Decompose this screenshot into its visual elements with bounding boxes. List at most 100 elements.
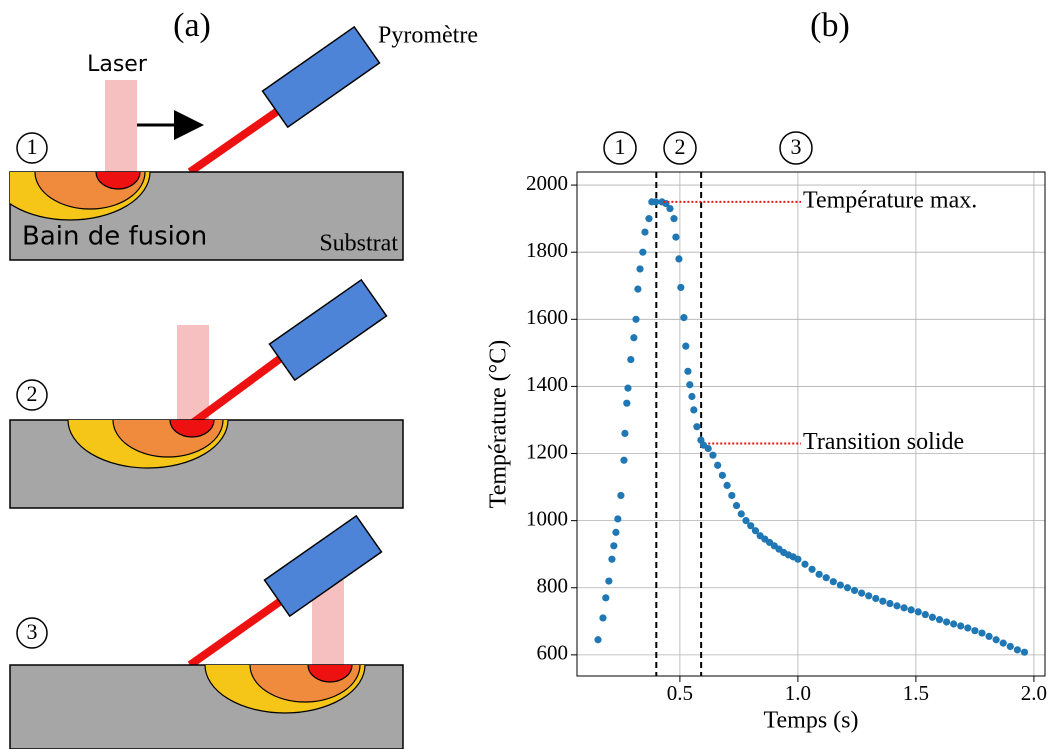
diagram: (a) Laser Pyromètre Bain de fusion Subst… <box>9 7 478 749</box>
data-point <box>704 444 712 453</box>
pyrometer <box>263 514 383 618</box>
data-point <box>737 510 745 518</box>
data-point <box>815 570 823 578</box>
data-point <box>921 610 929 619</box>
phase-label: 3 <box>791 134 802 159</box>
phase-label: 2 <box>675 134 686 159</box>
data-point <box>602 594 610 602</box>
data-point <box>599 614 607 622</box>
phase-circle <box>603 131 637 165</box>
x-tick-label: 2.0 <box>1021 681 1047 705</box>
phase-circle <box>779 131 813 165</box>
data-point <box>1020 648 1029 656</box>
data-point <box>632 315 640 323</box>
data-point <box>836 581 844 589</box>
data-point <box>688 392 696 401</box>
step-label: 1 <box>27 134 38 159</box>
step-label: 2 <box>27 381 38 406</box>
step-label: 3 <box>27 619 38 644</box>
pyrometer <box>268 278 388 382</box>
data-point <box>612 528 620 536</box>
pyrometer-beam <box>187 104 285 176</box>
chart: (b) Temps (s) Température (°C) 0.5 1.0 1.5… <box>486 7 1048 734</box>
data-point <box>1013 646 1021 654</box>
data-point <box>950 620 958 628</box>
melt-pool-label: Bain de fusion <box>22 222 207 252</box>
data-point <box>666 204 674 213</box>
data-point <box>872 594 880 603</box>
data-point <box>978 629 986 637</box>
data-point <box>850 586 859 595</box>
data-point <box>732 501 741 510</box>
data-point <box>682 342 690 350</box>
data-point <box>964 624 972 632</box>
step-circle <box>16 379 48 411</box>
data-point <box>829 578 837 586</box>
data-point <box>627 355 635 364</box>
y-tick-label: 1600 <box>526 305 568 329</box>
data-point <box>620 456 628 464</box>
data-point <box>822 574 830 582</box>
data-point <box>617 491 625 500</box>
data-point <box>865 592 873 600</box>
data-point <box>935 616 944 624</box>
data-point <box>879 597 887 605</box>
data-point <box>680 314 688 322</box>
data-point <box>893 602 901 610</box>
data-point <box>636 265 644 273</box>
data-point <box>714 461 722 469</box>
data-point <box>928 613 937 621</box>
phase-label: 1 <box>615 134 626 159</box>
data-point <box>709 451 717 459</box>
data-point <box>794 555 802 563</box>
data-point <box>684 367 692 375</box>
annotation: Température max. <box>803 187 977 213</box>
data-point <box>747 522 755 530</box>
data-point <box>914 608 922 616</box>
laser-label: Laser <box>87 52 148 77</box>
pyrometer-beam <box>187 594 288 669</box>
data-point <box>614 515 622 523</box>
data-point <box>634 285 642 293</box>
pyrometer-label: Pyromètre <box>378 23 478 49</box>
data-point <box>686 381 694 389</box>
data-point <box>723 481 731 490</box>
data-point <box>942 618 951 626</box>
data-point <box>645 215 653 223</box>
x-tick-label: 0.5 <box>667 681 693 705</box>
data-point <box>641 228 649 236</box>
data-point <box>693 423 701 431</box>
laser-beam <box>177 325 209 425</box>
data-point <box>610 542 618 550</box>
y-tick-label: 600 <box>537 641 569 665</box>
data-point <box>801 560 809 568</box>
data-point <box>728 491 736 500</box>
annotation: Transition solide <box>803 429 964 455</box>
data-point <box>718 471 726 479</box>
data-point <box>808 565 816 573</box>
data-point <box>1006 642 1014 651</box>
data-point <box>624 384 632 392</box>
pyrometer <box>261 25 381 129</box>
data-point <box>957 622 965 630</box>
data-point <box>672 233 680 241</box>
data-point <box>971 627 979 635</box>
data-point <box>675 255 683 263</box>
data-point <box>858 589 866 597</box>
step-circle <box>16 617 48 649</box>
y-tick-label: 1400 <box>526 372 568 396</box>
data-point <box>605 577 613 585</box>
data-point <box>742 517 750 525</box>
y-axis-label: Température (°C) <box>486 340 512 509</box>
y-tick-label: 2000 <box>526 171 568 195</box>
data-point <box>690 406 698 414</box>
phase-circle <box>663 131 697 165</box>
data-point <box>608 555 616 563</box>
data-point <box>907 606 915 614</box>
laser-beam <box>105 80 137 180</box>
data-point <box>623 399 631 407</box>
data-point <box>594 636 602 644</box>
x-tick-label: 1.5 <box>903 681 929 705</box>
data-point <box>900 604 908 612</box>
